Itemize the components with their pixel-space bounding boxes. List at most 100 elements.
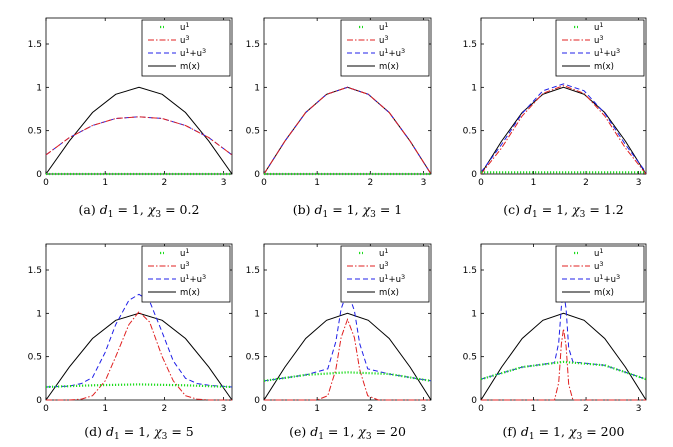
legend-box xyxy=(555,245,645,303)
legend-label: u3 xyxy=(180,34,190,46)
series-mx xyxy=(480,86,647,175)
legend-label: u1 xyxy=(594,21,604,33)
x-tick-label: 0 xyxy=(43,404,49,414)
x-tick-label: 3 xyxy=(421,178,427,188)
x-tick-label: 1 xyxy=(314,404,320,414)
x-tick-label: 1 xyxy=(531,404,537,414)
x-tick-label: 3 xyxy=(221,404,227,414)
subplot-caption: (b) d1 = 1, χ3 = 1 xyxy=(293,202,403,220)
y-tick-label: 1.5 xyxy=(28,266,42,276)
y-tick-label: 0.5 xyxy=(463,353,477,363)
legend-label: m(x) xyxy=(180,62,200,72)
legend-box xyxy=(340,19,430,77)
y-tick-label: 0 xyxy=(471,170,477,180)
y-tick-label: 1.5 xyxy=(463,40,477,50)
y-tick-label: 1 xyxy=(254,309,260,319)
series-mx xyxy=(480,312,647,401)
legend-label: u1 xyxy=(379,247,389,259)
x-tick-label: 0 xyxy=(43,178,49,188)
legend-label: u1 xyxy=(180,21,190,33)
x-tick-label: 2 xyxy=(583,178,589,188)
x-tick-label: 2 xyxy=(367,178,373,188)
series-mx xyxy=(45,86,233,175)
series-u1 xyxy=(480,360,647,381)
x-tick-label: 1 xyxy=(531,178,537,188)
legend-label: u3 xyxy=(379,34,389,46)
x-tick-label: 2 xyxy=(162,178,168,188)
legend-label: m(x) xyxy=(180,288,200,298)
y-tick-label: 1 xyxy=(36,83,42,93)
legend-label: m(x) xyxy=(594,62,614,72)
x-tick-label: 0 xyxy=(261,178,267,188)
legend-label: m(x) xyxy=(379,288,399,298)
y-tick-label: 0 xyxy=(36,396,42,406)
legend-label: m(x) xyxy=(594,288,614,298)
subplot-caption: (a) d1 = 1, χ3 = 0.2 xyxy=(79,202,200,220)
series-u1-plus-u3 xyxy=(480,83,647,173)
x-tick-label: 1 xyxy=(102,178,108,188)
legend-label: u1 xyxy=(180,247,190,259)
legend-box xyxy=(340,245,430,303)
subplot-caption: (d) d1 = 1, χ3 = 5 xyxy=(84,424,194,442)
legend-label: u3 xyxy=(180,260,190,272)
y-tick-label: 0 xyxy=(471,396,477,406)
legend-label: u1 xyxy=(594,247,604,259)
y-tick-label: 1.5 xyxy=(28,40,42,50)
subplot-caption: (c) d1 = 1, χ3 = 1.2 xyxy=(503,202,623,220)
x-tick-label: 0 xyxy=(478,404,484,414)
y-tick-label: 0.5 xyxy=(246,353,260,363)
y-tick-label: 1 xyxy=(36,309,42,319)
legend-label: u3 xyxy=(594,260,604,272)
series-u3 xyxy=(46,310,232,401)
legend-box xyxy=(141,19,231,77)
y-tick-label: 0 xyxy=(36,170,42,180)
x-tick-label: 2 xyxy=(583,404,589,414)
series-mx xyxy=(45,312,233,401)
subplot-caption: (f) d1 = 1, χ3 = 200 xyxy=(502,424,624,442)
x-tick-label: 1 xyxy=(102,404,108,414)
legend-box xyxy=(555,19,645,77)
series-mx xyxy=(263,312,432,401)
series-u3 xyxy=(481,328,646,401)
legend-label: u3 xyxy=(379,260,389,272)
x-tick-label: 3 xyxy=(421,404,427,414)
y-tick-label: 0 xyxy=(254,396,260,406)
y-tick-label: 0 xyxy=(254,170,260,180)
series-u1 xyxy=(45,383,233,389)
y-tick-label: 1.5 xyxy=(246,266,260,276)
x-tick-label: 0 xyxy=(478,178,484,188)
x-tick-label: 1 xyxy=(314,178,320,188)
x-tick-label: 3 xyxy=(636,404,642,414)
x-tick-label: 3 xyxy=(221,178,227,188)
y-tick-label: 1.5 xyxy=(246,40,260,50)
y-tick-label: 1 xyxy=(254,83,260,93)
y-tick-label: 1.5 xyxy=(463,266,477,276)
x-tick-label: 0 xyxy=(261,404,267,414)
series-u3 xyxy=(480,85,647,175)
y-tick-label: 0.5 xyxy=(463,127,477,137)
x-tick-label: 2 xyxy=(162,404,168,414)
legend-label: m(x) xyxy=(379,62,399,72)
legend-label: u1 xyxy=(379,21,389,33)
legend-box xyxy=(141,245,231,303)
x-tick-label: 3 xyxy=(636,178,642,188)
legend-label: u3 xyxy=(594,34,604,46)
series-u3 xyxy=(264,317,431,401)
series-u1 xyxy=(263,371,432,382)
y-tick-label: 0.5 xyxy=(28,127,42,137)
subplot-caption: (e) d1 = 1, χ3 = 20 xyxy=(289,424,406,442)
y-tick-label: 1 xyxy=(471,309,477,319)
